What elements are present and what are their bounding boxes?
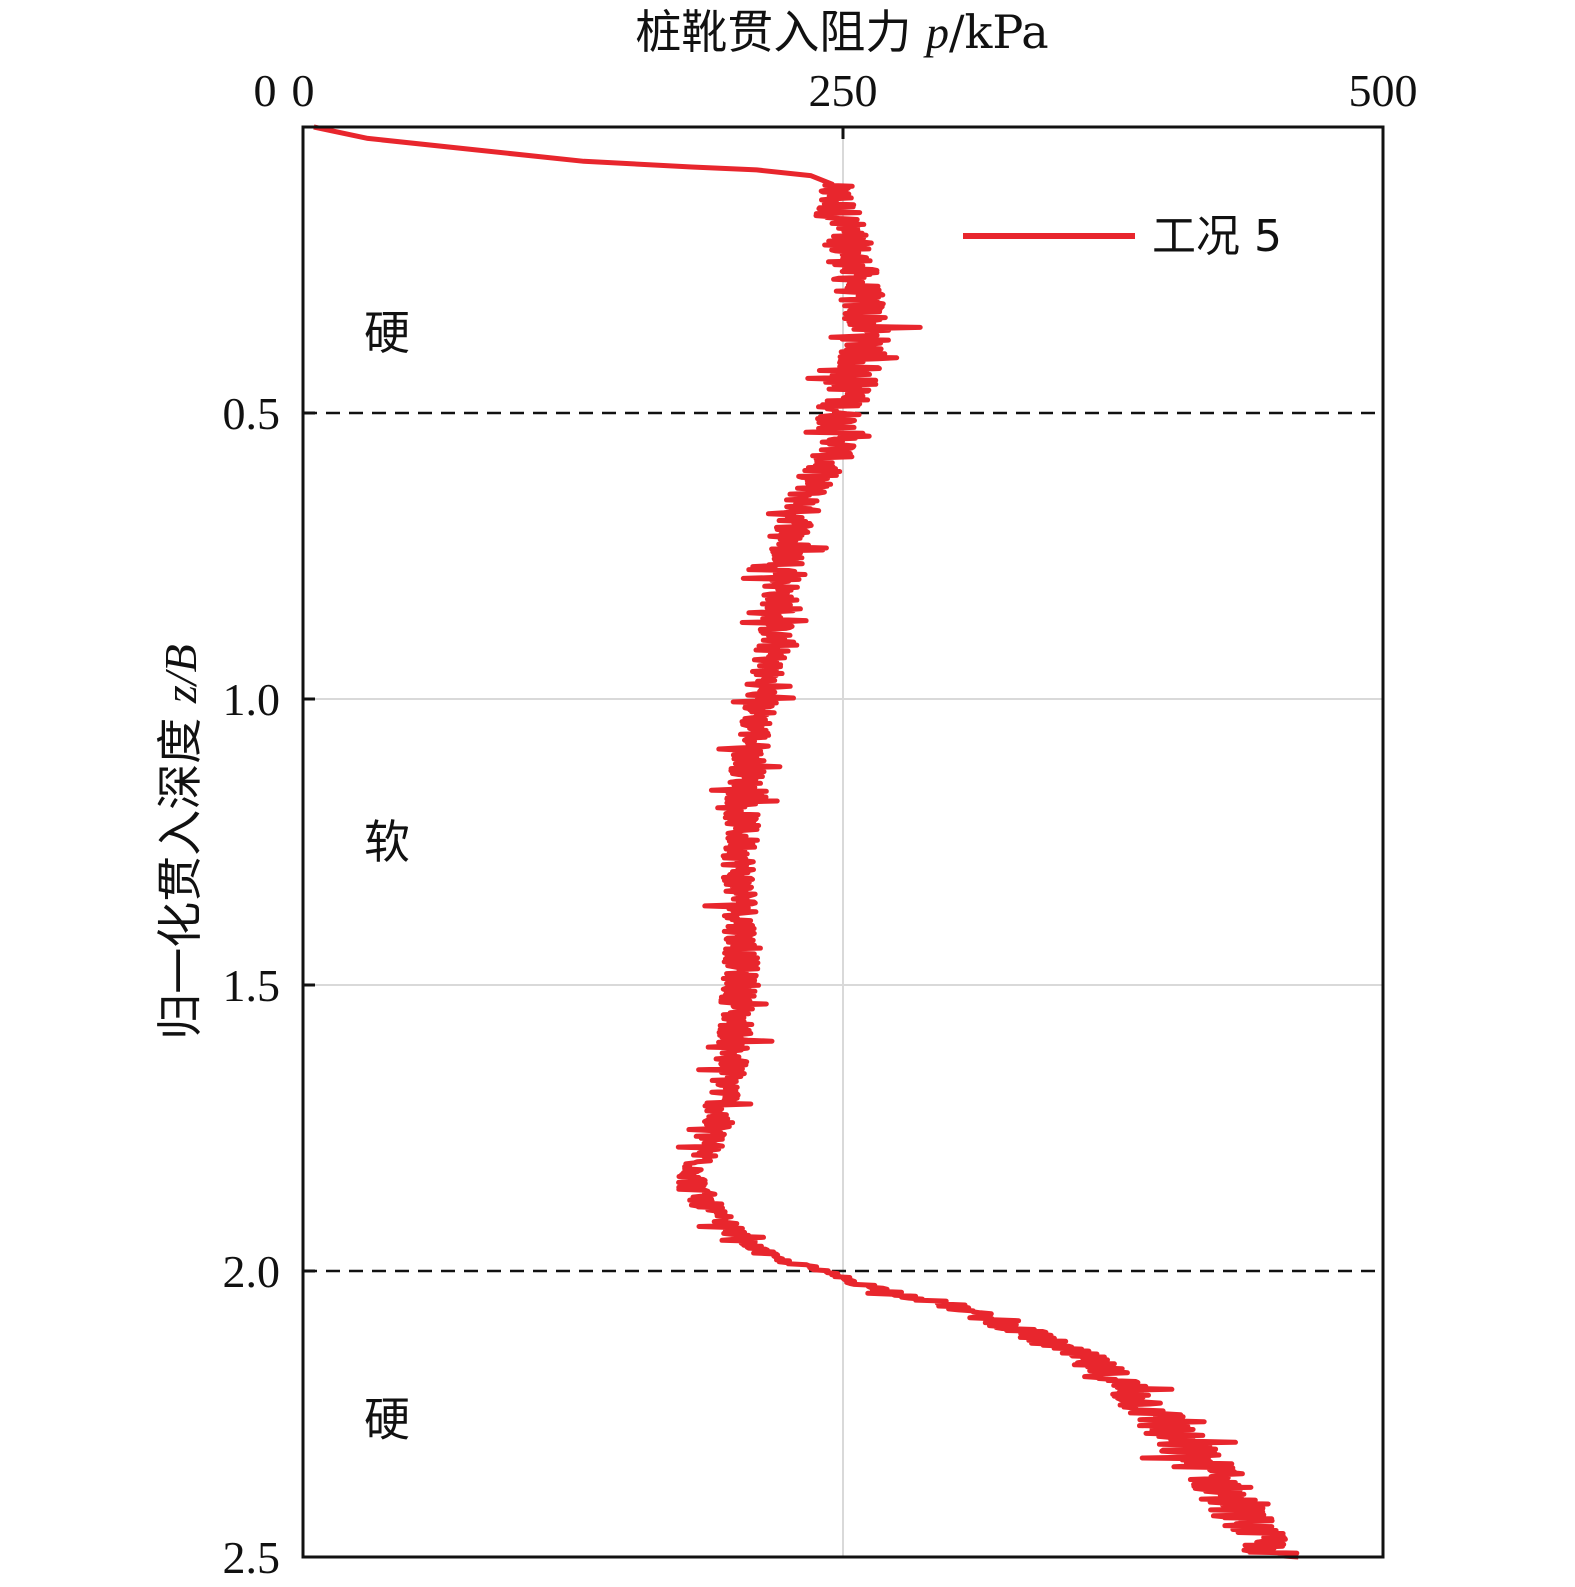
y-ticks: 0.5 1.0 1.5 2.0 2.5	[223, 388, 315, 1583]
x-tick-label: 250	[809, 65, 878, 116]
zone-label: 软	[364, 815, 410, 869]
y-tick-label: 0.5	[223, 388, 281, 439]
y-tick-label: 1.0	[223, 674, 281, 725]
series-line	[313, 124, 1300, 1560]
zone-label: 硬	[364, 1393, 410, 1447]
x-tick-label: 0	[292, 65, 315, 116]
legend-label: 工况 5	[1152, 211, 1282, 262]
x-ticks: 0 250 500 0	[254, 65, 1418, 139]
y-tick-label: 2.5	[223, 1532, 281, 1583]
x-tick-label: 500	[1349, 65, 1418, 116]
zone-labels: 硬软硬	[364, 306, 410, 1447]
y-axis-title: 归一化贯入深度 z/B	[153, 644, 207, 1039]
series-group	[313, 124, 1300, 1560]
y-tick-label: 2.0	[223, 1246, 281, 1297]
zone-label: 硬	[364, 306, 410, 360]
y-tick-label: 1.5	[223, 960, 281, 1011]
x-axis-title: 桩靴贯入阻力 p/kPa	[635, 5, 1048, 59]
x-tick-label: 0	[254, 65, 277, 116]
legend: 工况 5	[963, 211, 1282, 262]
